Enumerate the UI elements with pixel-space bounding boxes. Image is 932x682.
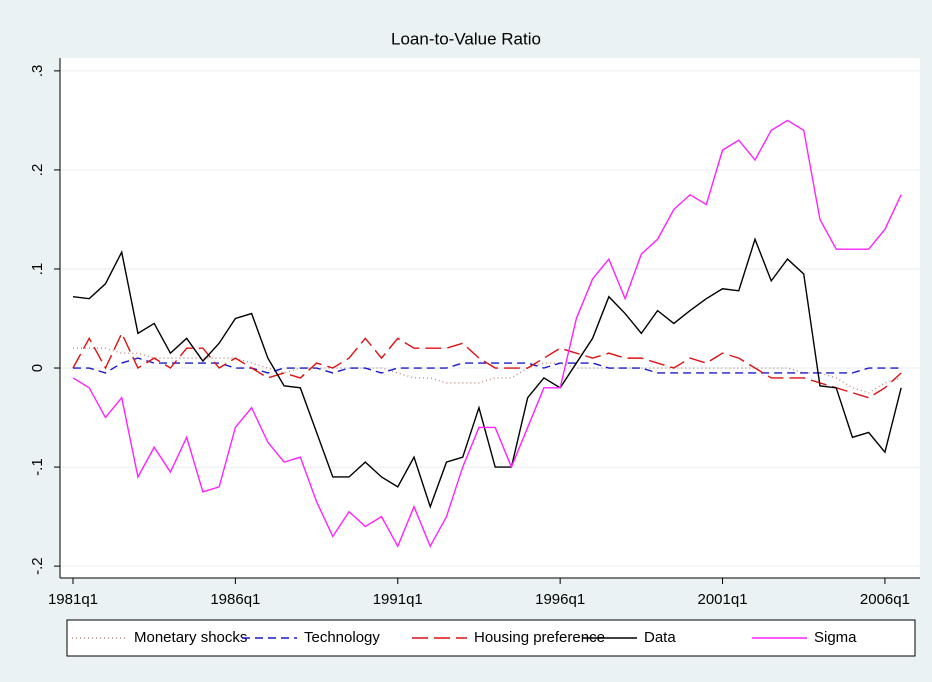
y-tick-label: -.2 [29, 557, 46, 575]
x-tick-label: 2006q1 [860, 591, 910, 608]
legend-label: Housing preference [474, 629, 605, 646]
plot-area [60, 58, 920, 578]
x-tick-label: 2001q1 [698, 591, 748, 608]
y-tick-label: 0 [29, 364, 46, 372]
legend-label: Sigma [814, 629, 857, 646]
legend-label: Data [644, 629, 676, 646]
y-tick-label: .3 [29, 65, 46, 78]
x-tick-label: 1981q1 [48, 591, 98, 608]
series-line [72, 331, 902, 399]
y-tick-label: -.1 [29, 458, 46, 476]
chart-title: Loan-to-Value Ratio [391, 29, 541, 48]
y-tick-label: .2 [29, 164, 46, 177]
series-line [72, 357, 902, 374]
x-tick-label: 1986q1 [210, 591, 260, 608]
series-line [72, 237, 902, 509]
series-line [72, 119, 902, 548]
x-tick-label: 1991q1 [373, 591, 423, 608]
x-tick-label: 1996q1 [535, 591, 585, 608]
legend-label: Technology [304, 629, 380, 646]
y-tick-label: .1 [29, 263, 46, 276]
legend-label: Monetary shocks [134, 629, 247, 646]
